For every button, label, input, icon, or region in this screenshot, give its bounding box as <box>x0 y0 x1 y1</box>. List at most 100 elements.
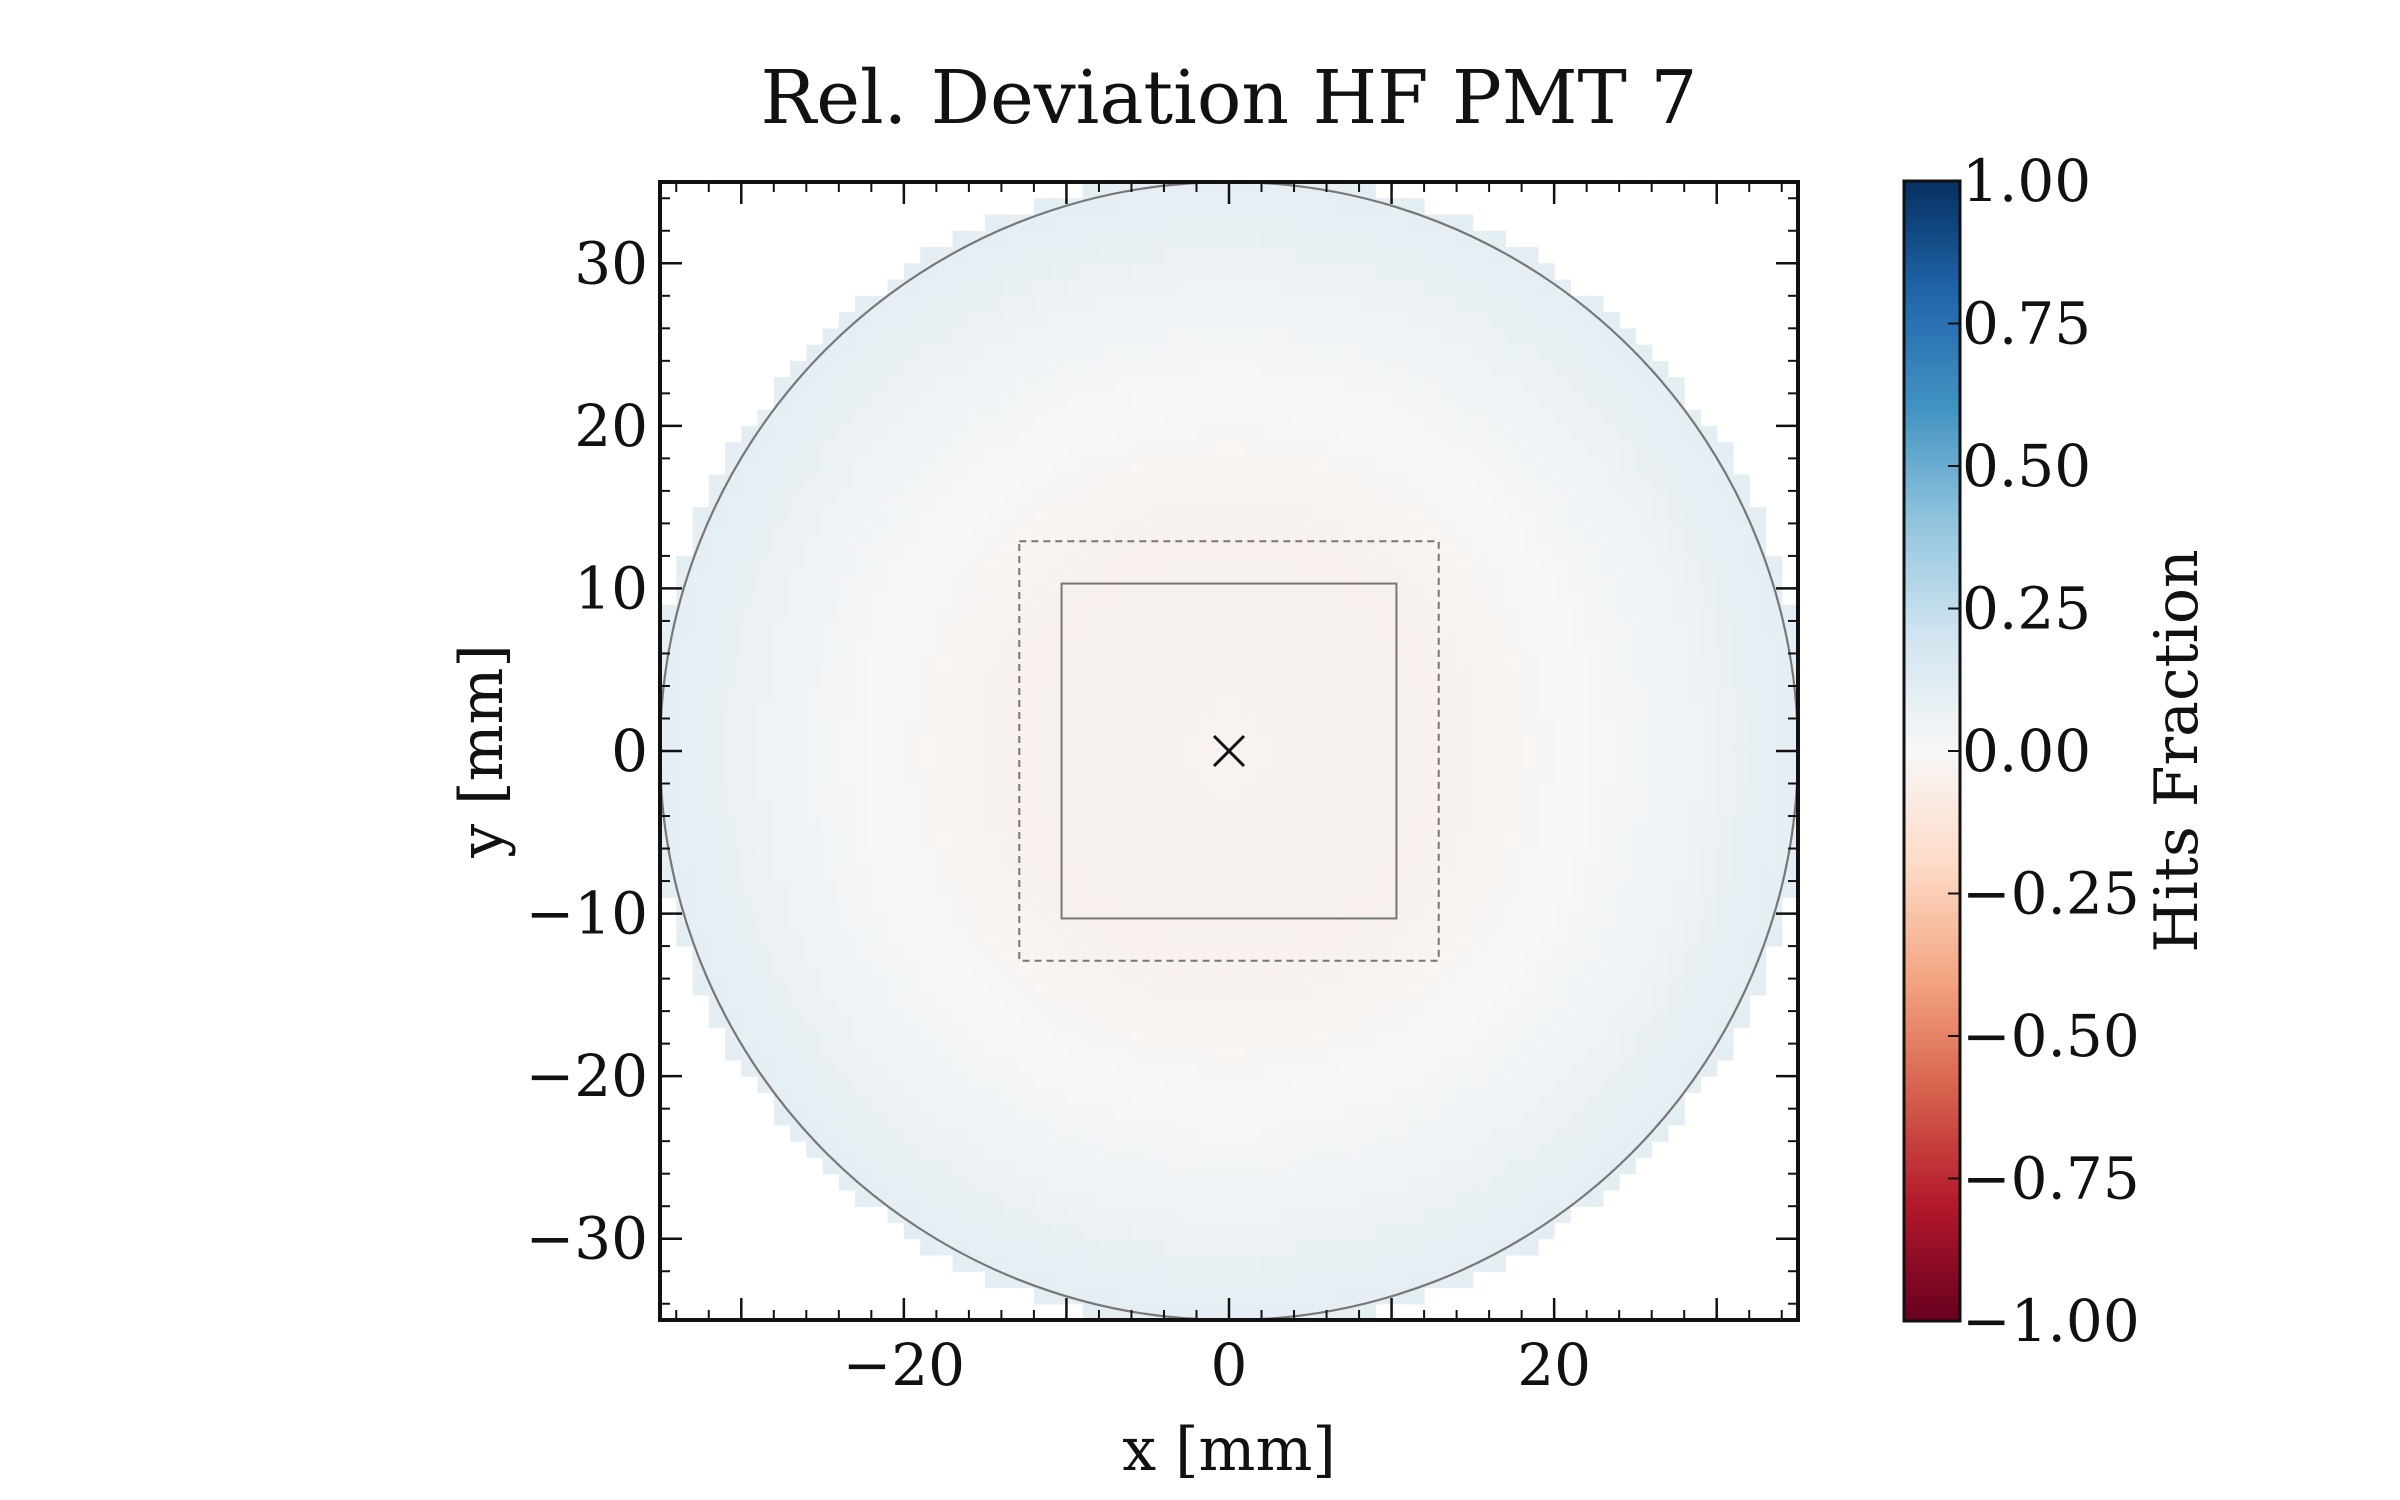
heatmap-cell <box>1440 377 1458 394</box>
heatmap-cell <box>1521 620 1539 638</box>
heatmap-cell <box>1554 799 1571 817</box>
heatmap-cell <box>1342 962 1360 980</box>
heatmap-cell <box>1489 994 1506 1012</box>
heatmap-cell <box>1180 604 1198 622</box>
heatmap-cell <box>1131 377 1149 394</box>
heatmap-cell <box>1001 523 1019 541</box>
heatmap-cell <box>1229 328 1246 346</box>
heatmap-cell <box>887 978 905 996</box>
heatmap-cell <box>1342 198 1360 216</box>
heatmap-cell <box>1472 734 1490 752</box>
heatmap-cell <box>1424 946 1441 963</box>
heatmap-cell <box>1001 425 1019 443</box>
heatmap-cell <box>1050 1141 1068 1159</box>
heatmap-cell <box>1489 539 1506 557</box>
heatmap-cell <box>1407 1059 1425 1077</box>
heatmap-cell <box>1407 425 1425 443</box>
heatmap-cell <box>1261 555 1279 573</box>
heatmap-cell <box>1554 929 1571 947</box>
heatmap-cell <box>1635 1076 1653 1093</box>
heatmap-cell <box>1082 344 1100 362</box>
heatmap-cell <box>1212 783 1230 801</box>
heatmap-cell <box>1131 1124 1149 1142</box>
heatmap-cell <box>1684 490 1702 508</box>
heatmap-cell <box>1082 279 1100 297</box>
heatmap-cell <box>1310 1027 1328 1045</box>
heatmap-cell <box>1472 637 1490 655</box>
heatmap-cell <box>1651 848 1669 866</box>
heatmap-cell <box>871 734 889 752</box>
heatmap-cell <box>985 442 1002 459</box>
heatmap-cell <box>1700 718 1718 736</box>
heatmap-cell <box>1651 409 1669 427</box>
heatmap-cell <box>1147 1043 1165 1061</box>
heatmap-cell <box>936 295 954 313</box>
heatmap-cell <box>1326 198 1344 216</box>
heatmap-cell <box>1017 799 1035 817</box>
heatmap-cell <box>1261 1092 1279 1110</box>
heatmap-cell <box>1066 572 1084 590</box>
heatmap-cell <box>1229 1027 1246 1045</box>
heatmap-cell <box>1765 669 1783 687</box>
heatmap-cell <box>1537 507 1555 524</box>
heatmap-cell <box>1001 864 1019 882</box>
heatmap-cell <box>790 783 807 801</box>
heatmap-cell <box>1440 555 1458 573</box>
heatmap-cell <box>1115 702 1133 720</box>
heatmap-cell <box>1619 994 1637 1012</box>
heatmap-cell <box>1261 864 1279 882</box>
heatmap-cell <box>1115 994 1133 1012</box>
heatmap-cell <box>1602 1092 1620 1110</box>
heatmap-cell <box>1407 978 1425 996</box>
heatmap-cell <box>936 897 954 915</box>
heatmap-cell <box>1635 1043 1653 1061</box>
heatmap-cell <box>822 490 840 508</box>
heatmap-cell <box>757 962 775 980</box>
heatmap-cell <box>1586 1059 1604 1077</box>
heatmap-cell <box>1310 929 1328 947</box>
heatmap-cell <box>1635 458 1653 476</box>
heatmap-cell <box>1602 718 1620 736</box>
heatmap-cell <box>1407 360 1425 378</box>
heatmap-cell <box>1082 1189 1100 1207</box>
heatmap-cell <box>1359 474 1376 492</box>
heatmap-cell <box>692 620 710 638</box>
heatmap-cell <box>1684 913 1702 931</box>
heatmap-cell <box>757 474 775 492</box>
heatmap-cell <box>1602 864 1620 882</box>
heatmap-cell <box>1277 312 1295 329</box>
heatmap-cell <box>660 751 677 768</box>
heatmap-cell <box>887 734 905 752</box>
heatmap-cell <box>1521 1043 1539 1061</box>
heatmap-cell <box>1180 425 1198 443</box>
heatmap-cell <box>1359 263 1376 281</box>
heatmap-cell <box>920 425 937 443</box>
heatmap-cell <box>985 247 1002 264</box>
heatmap-cell <box>692 816 710 833</box>
heatmap-cell <box>887 864 905 882</box>
heatmap-cell <box>1261 1027 1279 1045</box>
heatmap-cell <box>1342 295 1360 313</box>
heatmap-cell <box>1326 572 1344 590</box>
heatmap-cell <box>1472 507 1490 524</box>
heatmap-cell <box>1554 767 1571 785</box>
heatmap-cell <box>1521 295 1539 313</box>
heatmap-cell <box>903 1011 921 1028</box>
heatmap-cell <box>1066 1189 1084 1207</box>
heatmap-cell <box>1196 978 1214 996</box>
heatmap-cell <box>1212 702 1230 720</box>
heatmap-cell <box>1521 799 1539 817</box>
heatmap-cell <box>1017 1189 1035 1207</box>
heatmap-cell <box>1180 848 1198 866</box>
heatmap-cell <box>936 344 954 362</box>
heatmap-cell <box>887 767 905 785</box>
heatmap-cell <box>1115 539 1133 557</box>
heatmap-cell <box>822 1124 840 1142</box>
heatmap-cell <box>1066 653 1084 671</box>
heatmap-cell <box>1781 881 1798 898</box>
heatmap-cell <box>1310 1108 1328 1126</box>
heatmap-cell <box>1115 555 1133 573</box>
heatmap-cell <box>1001 588 1019 606</box>
heatmap-cell <box>1050 474 1068 492</box>
heatmap-cell <box>1115 1271 1133 1289</box>
